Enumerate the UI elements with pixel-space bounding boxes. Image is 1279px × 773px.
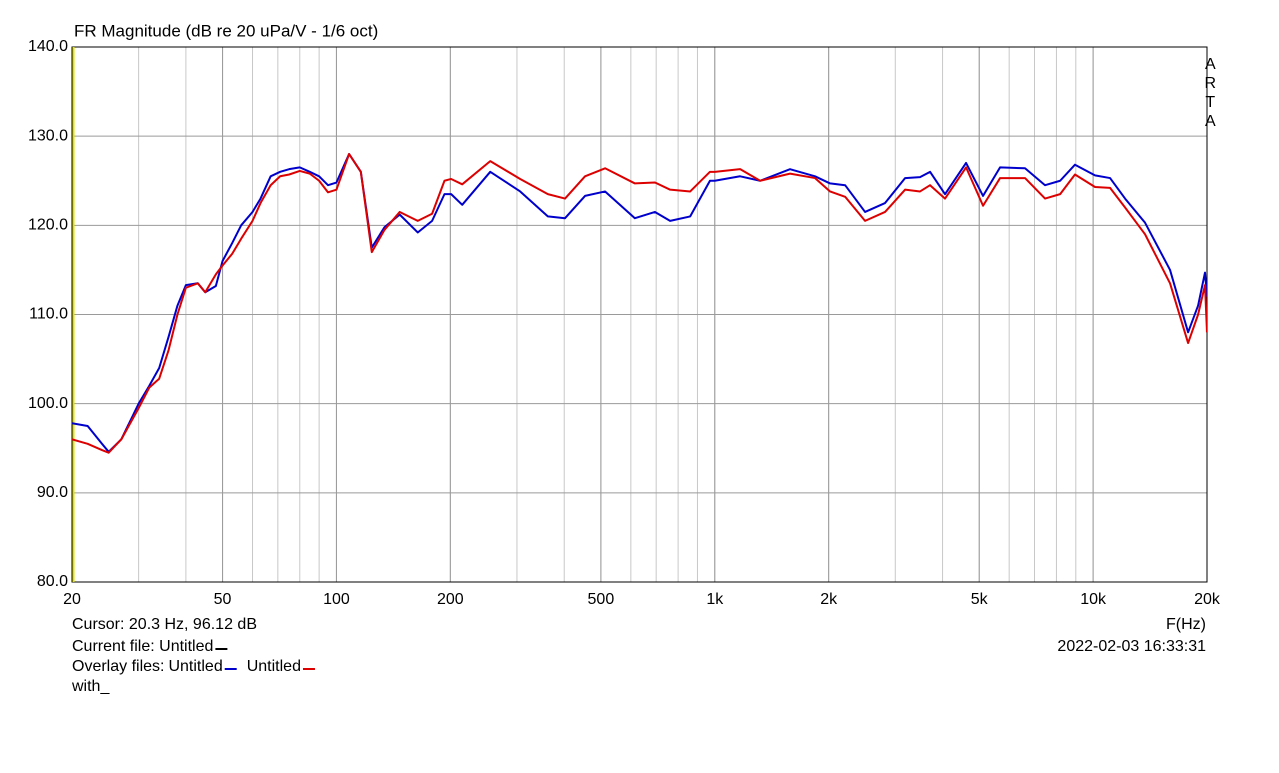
series-line: [72, 153, 1207, 453]
overlay-label: Overlay files:: [72, 658, 164, 675]
timestamp: 2022-02-03 16:33:31: [1057, 638, 1206, 655]
x-tick-label: 20: [63, 591, 81, 608]
x-tick-label: 100: [323, 591, 350, 608]
x-tick-label: 500: [588, 591, 615, 608]
y-tick-label: 120.0: [28, 217, 68, 234]
legend-label: Untitled: [168, 658, 222, 675]
x-tick-label: 50: [214, 591, 232, 608]
current-file: Current file: Untitled: [72, 638, 213, 655]
x-tick-label: 10k: [1080, 591, 1107, 608]
y-tick-label: 110.0: [29, 306, 68, 323]
legend-label: Untitled: [247, 658, 301, 675]
x-axis-label: F(Hz): [1166, 616, 1206, 633]
chart-title: FR Magnitude (dB re 20 uPa/V - 1/6 oct): [74, 21, 378, 40]
x-tick-label: 1k: [706, 591, 724, 608]
y-tick-label: 90.0: [37, 484, 68, 501]
x-tick-label: 2k: [820, 591, 838, 608]
watermark: ARTA: [1202, 56, 1219, 132]
x-tick-label: 20k: [1194, 591, 1221, 608]
y-tick-label: 80.0: [37, 573, 68, 590]
y-tick-label: 100.0: [28, 395, 68, 412]
cursor-readout: Cursor: 20.3 Hz, 96.12 dB: [72, 616, 257, 633]
y-tick-label: 140.0: [28, 38, 68, 55]
x-tick-label: 5k: [971, 591, 989, 608]
y-tick-label: 130.0: [28, 127, 68, 144]
note: with_: [71, 678, 110, 695]
x-tick-label: 200: [437, 591, 464, 608]
series-line: [72, 153, 1207, 454]
